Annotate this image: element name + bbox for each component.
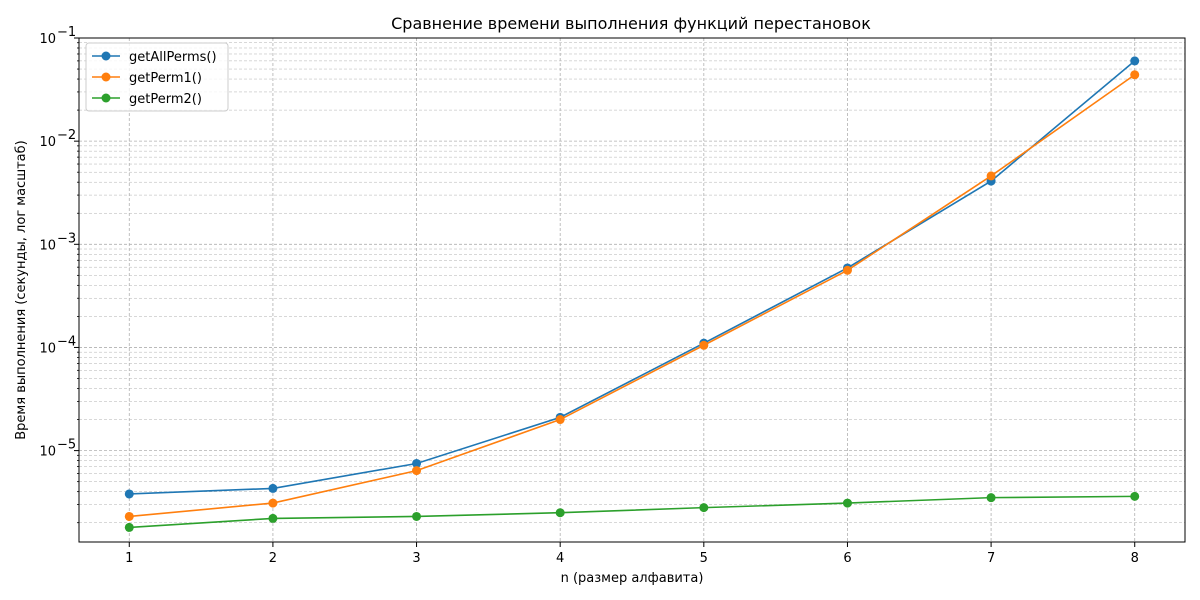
y-tick-exponent: −2 (57, 128, 76, 143)
series-line-2 (129, 74, 1136, 518)
legend-box (85, 42, 229, 112)
data-point-3 (268, 513, 278, 523)
y-tick-label: 10 (39, 341, 56, 356)
legend-marker-3 (101, 93, 111, 103)
data-point-3 (412, 511, 422, 521)
data-point-2 (268, 498, 278, 508)
data-point-1 (124, 489, 134, 499)
y-axis-title: Время выполнения (секунды, лог масштаб) (14, 140, 29, 439)
y-tick-label: 10 (39, 445, 56, 460)
series-layer (124, 56, 1140, 532)
y-tick-label: 10 (39, 32, 56, 47)
data-point-3 (986, 493, 996, 503)
series-line-1 (129, 60, 1136, 495)
tick-layer: 1 2 3 4 5 6 7 810−510−410−310−210−1 (39, 25, 1138, 566)
plot-frame (78, 37, 1186, 543)
legend-marker-1 (101, 51, 111, 61)
x-tick-label: 4 (556, 551, 564, 566)
series-line-3 (129, 495, 1135, 529)
data-point-3 (124, 522, 134, 532)
x-axis-title: n (размер алфавита) (561, 571, 704, 586)
x-tick-label: 8 (1131, 551, 1139, 566)
chart-title: Сравнение времени выполнения функций пер… (391, 14, 871, 33)
data-point-3 (842, 498, 852, 508)
x-tick-label: 1 (125, 551, 133, 566)
data-point-2 (124, 511, 134, 521)
data-point-2 (1130, 70, 1140, 80)
y-tick-label: 10 (39, 238, 56, 253)
data-point-2 (555, 415, 565, 425)
legend-label-2: getPerm1() (129, 71, 202, 86)
y-tick-exponent: −5 (57, 438, 76, 453)
x-tick-label: 5 (700, 551, 708, 566)
legend: getAllPerms() getPerm1() getPerm2() (85, 42, 229, 112)
x-tick-label: 6 (843, 551, 851, 566)
data-point-2 (412, 466, 422, 476)
legend-marker-2 (101, 72, 111, 82)
data-point-1 (268, 483, 278, 493)
y-tick-exponent: −3 (57, 231, 76, 246)
y-tick-exponent: −4 (57, 334, 76, 349)
data-point-2 (986, 171, 996, 181)
y-tick-label: 10 (39, 135, 56, 150)
data-point-1 (1130, 56, 1140, 66)
data-point-2 (699, 340, 709, 350)
x-tick-label: 2 (269, 551, 277, 566)
legend-label-3: getPerm2() (129, 92, 202, 107)
data-point-3 (1130, 491, 1140, 501)
data-point-3 (699, 503, 709, 513)
x-tick-label: 3 (412, 551, 420, 566)
legend-label-1: getAllPerms() (129, 50, 217, 65)
x-tick-label: 7 (987, 551, 995, 566)
data-point-3 (555, 508, 565, 518)
y-tick-exponent: −1 (57, 25, 76, 40)
data-point-1 (412, 458, 422, 468)
data-point-2 (842, 265, 852, 275)
